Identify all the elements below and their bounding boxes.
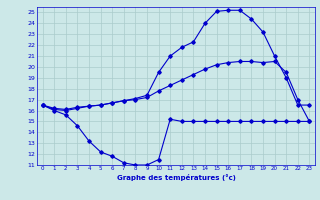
X-axis label: Graphe des températures (°c): Graphe des températures (°c)	[116, 174, 236, 181]
